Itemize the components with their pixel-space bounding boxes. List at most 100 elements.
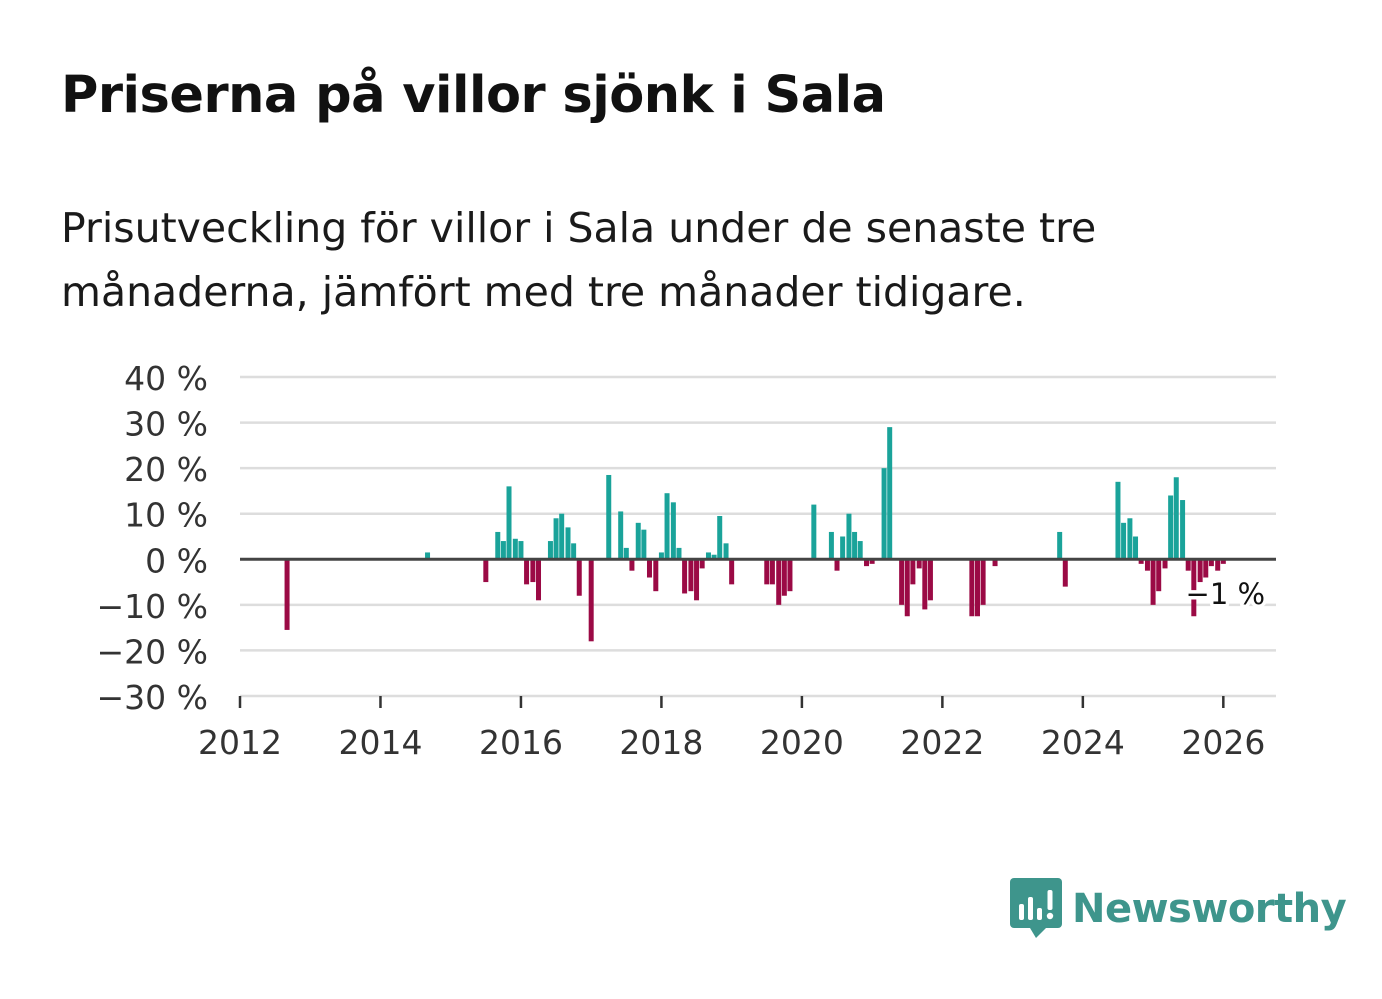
price-change-chart: 40 %30 %20 %10 %0 %−10 %−20 %−30 % 2012 2… bbox=[97, 359, 1276, 762]
bar bbox=[811, 504, 817, 560]
bar bbox=[1168, 495, 1174, 560]
bar bbox=[559, 513, 565, 560]
bar bbox=[705, 552, 711, 560]
y-tick-label: 10 % bbox=[124, 496, 208, 535]
bar bbox=[916, 559, 922, 569]
y-tick-label: −30 % bbox=[97, 678, 209, 717]
bar bbox=[1144, 559, 1150, 571]
bar bbox=[729, 559, 735, 585]
bar bbox=[769, 559, 775, 585]
bar bbox=[547, 541, 553, 560]
bar bbox=[576, 559, 582, 596]
bar bbox=[1185, 559, 1191, 571]
newsworthy-logo-icon bbox=[1010, 878, 1062, 938]
bar bbox=[1162, 559, 1168, 569]
bar bbox=[694, 559, 700, 601]
bar bbox=[565, 527, 571, 560]
bar bbox=[1191, 559, 1197, 617]
chart-subtitle: Prisutveckling för villor i Sala under d… bbox=[61, 204, 1097, 316]
bar bbox=[1180, 500, 1186, 560]
bar bbox=[1150, 559, 1156, 605]
y-tick-label: 40 % bbox=[124, 359, 208, 398]
bar bbox=[1057, 531, 1063, 560]
bar bbox=[846, 513, 852, 560]
x-tick-label: 2020 bbox=[760, 723, 844, 762]
bar bbox=[606, 474, 612, 560]
y-tick-label: −10 % bbox=[97, 587, 209, 626]
bar bbox=[518, 541, 524, 560]
bar bbox=[676, 547, 682, 560]
x-tick-label: 2022 bbox=[900, 723, 984, 762]
bar bbox=[530, 559, 536, 583]
bar bbox=[1127, 518, 1133, 560]
y-tick-label: −20 % bbox=[97, 632, 209, 671]
chart-title: Priserna på villor sjönk i Sala bbox=[61, 66, 886, 125]
bar bbox=[764, 559, 770, 585]
bar bbox=[658, 552, 664, 560]
bar bbox=[857, 541, 863, 560]
y-axis-labels: 40 % 30 % 20 % 10 % 0 % −10 % −20 % −30 % bbox=[97, 359, 209, 717]
bar bbox=[664, 493, 670, 560]
bar bbox=[618, 511, 624, 560]
bar bbox=[1115, 481, 1121, 560]
bars bbox=[240, 427, 1276, 642]
bar bbox=[1215, 559, 1221, 571]
bar bbox=[1208, 559, 1214, 567]
bar bbox=[869, 559, 875, 564]
bar bbox=[969, 559, 975, 617]
bar bbox=[887, 427, 893, 560]
bar bbox=[927, 559, 933, 601]
bar bbox=[670, 502, 676, 560]
annotation-label: −1 % bbox=[1186, 577, 1266, 611]
bar bbox=[1197, 559, 1203, 583]
bar bbox=[834, 559, 840, 571]
bar bbox=[881, 468, 887, 560]
bar bbox=[500, 541, 506, 560]
bar bbox=[699, 559, 705, 569]
bar bbox=[284, 559, 290, 630]
bar bbox=[536, 559, 542, 601]
x-tick-label: 2026 bbox=[1181, 723, 1265, 762]
bar bbox=[723, 543, 729, 560]
bar bbox=[840, 536, 846, 560]
bar bbox=[852, 531, 858, 560]
bar bbox=[483, 559, 489, 583]
bar bbox=[1156, 559, 1162, 592]
bar bbox=[653, 559, 659, 592]
bar bbox=[1121, 522, 1127, 560]
bar bbox=[553, 518, 559, 560]
bar bbox=[524, 559, 530, 585]
x-tick-label: 2012 bbox=[198, 723, 282, 762]
bar bbox=[641, 529, 647, 560]
bar bbox=[1220, 559, 1226, 564]
bar bbox=[787, 559, 793, 592]
last-value-annotation: −1 % bbox=[1182, 573, 1269, 614]
bar bbox=[992, 559, 998, 567]
bar bbox=[495, 531, 501, 560]
bar bbox=[776, 559, 782, 605]
bar bbox=[711, 554, 717, 560]
bar bbox=[629, 559, 635, 571]
bar bbox=[506, 486, 512, 560]
bar bbox=[688, 559, 694, 592]
x-tick-label: 2016 bbox=[479, 723, 563, 762]
bar bbox=[904, 559, 910, 617]
bar bbox=[974, 559, 980, 617]
bar bbox=[899, 559, 905, 605]
x-axis: 2012 2014 2016 2018 2020 2022 2024 2026 bbox=[198, 695, 1276, 762]
bar bbox=[682, 559, 688, 594]
bar bbox=[588, 559, 594, 642]
bar bbox=[781, 559, 787, 596]
bar bbox=[1203, 559, 1209, 578]
bar bbox=[1138, 559, 1144, 564]
bar bbox=[922, 559, 928, 610]
bar bbox=[425, 552, 431, 560]
y-tick-label: 0 % bbox=[145, 541, 208, 580]
bar bbox=[1173, 477, 1179, 560]
y-tick-label: 20 % bbox=[124, 450, 208, 489]
bar bbox=[1133, 536, 1139, 560]
bar bbox=[828, 531, 834, 560]
grid-lines bbox=[240, 375, 1276, 698]
bar bbox=[980, 559, 986, 605]
x-tick-label: 2018 bbox=[619, 723, 703, 762]
